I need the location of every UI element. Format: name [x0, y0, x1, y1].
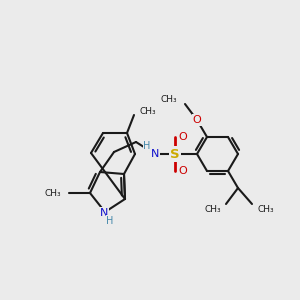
Text: CH₃: CH₃	[160, 95, 177, 104]
Text: S: S	[170, 148, 180, 160]
Text: N: N	[100, 208, 108, 218]
Text: O: O	[193, 115, 201, 125]
Text: H: H	[106, 216, 114, 226]
Text: H: H	[143, 141, 151, 151]
Text: CH₃: CH₃	[204, 205, 221, 214]
Text: CH₃: CH₃	[140, 106, 157, 116]
Text: O: O	[178, 132, 188, 142]
Text: O: O	[178, 166, 188, 176]
Text: CH₃: CH₃	[257, 205, 274, 214]
Text: CH₃: CH₃	[44, 188, 61, 197]
Text: N: N	[151, 149, 159, 159]
